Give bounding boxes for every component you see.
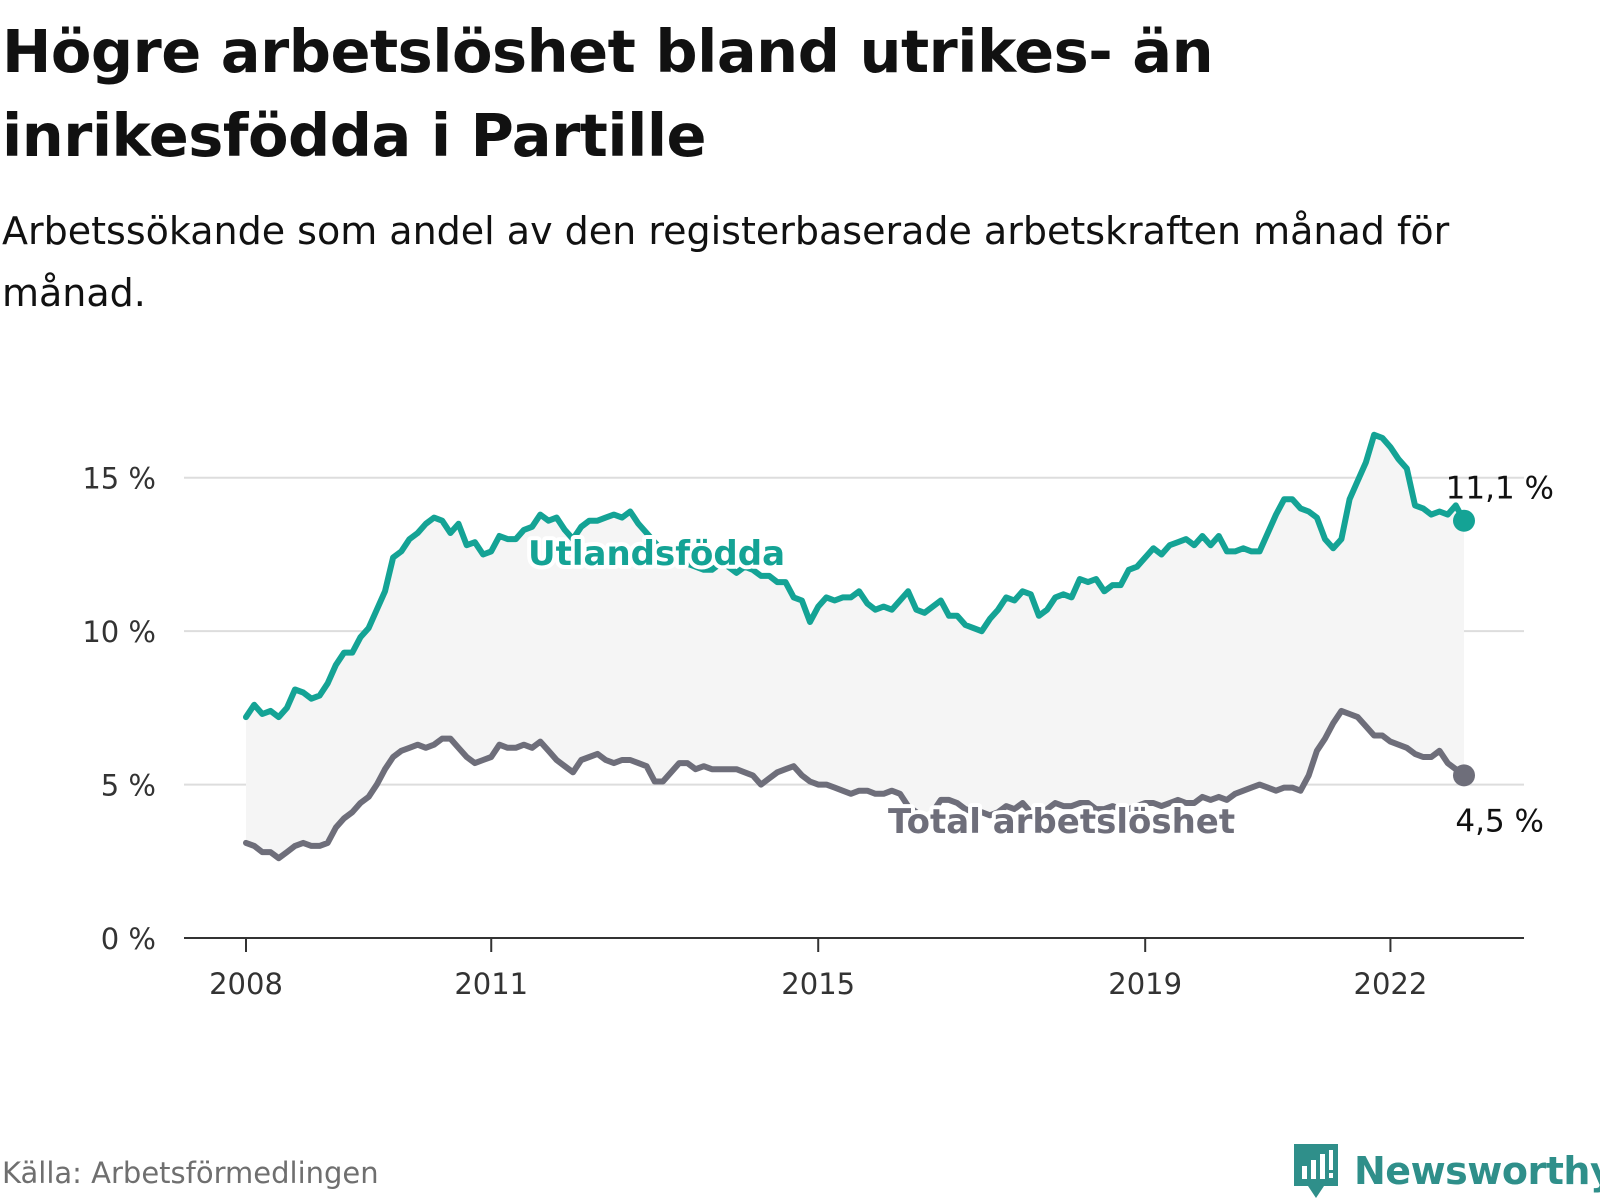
y-tick-label: 15 % — [82, 462, 156, 496]
series-line-utlandsfodda — [243, 431, 1467, 721]
chart-title: Högre arbetslöshet bland utrikes- än inr… — [2, 17, 1214, 170]
newsworthy-logo[interactable]: Newsworthy — [1290, 1140, 1600, 1202]
series-lines — [243, 431, 1475, 862]
x-tick-label: 2019 — [1108, 967, 1182, 1001]
source-note: Källa: Arbetsförmedlingen — [2, 1156, 379, 1190]
x-tick-label: 2011 — [454, 967, 528, 1001]
y-tick-label: 0 % — [101, 922, 156, 956]
y-tick-label: 5 % — [101, 769, 156, 803]
last-value-total: 4,5 % — [1455, 803, 1544, 839]
chart-subtitle: Arbetssökande som andel av den registerb… — [2, 209, 1450, 315]
series-label-utlandsfodda: Utlandsfödda — [528, 534, 785, 574]
endpoint-total — [1453, 764, 1475, 787]
last-value-utlandsfodda: 11,1 % — [1446, 471, 1554, 507]
x-axis: 2008 2011 2015 2019 2022 — [184, 937, 1524, 1001]
unemployment-line-chart: 0 % 5 % 10 % 15 % 2008 2011 2015 2019 2022 Utla… — [82, 431, 1554, 1001]
x-tick-label: 2022 — [1354, 967, 1428, 1001]
x-tick-label: 2008 — [209, 967, 283, 1001]
series-labels: Utlandsfödda Total arbetslöshet 11,1 % 4,5 … — [524, 471, 1554, 846]
brand-name: Newsworthy — [1354, 1149, 1600, 1193]
x-tick-label: 2015 — [781, 967, 855, 1001]
series-label-total: Total arbetslöshet — [888, 802, 1235, 842]
newsworthy-logo-icon — [1294, 1144, 1338, 1198]
endpoint-utlandsfodda — [1453, 509, 1475, 532]
series-line-total — [243, 707, 1467, 862]
y-axis-tick-labels: 0 % 5 % 10 % 15 % — [82, 462, 156, 956]
y-tick-label: 10 % — [82, 615, 156, 649]
